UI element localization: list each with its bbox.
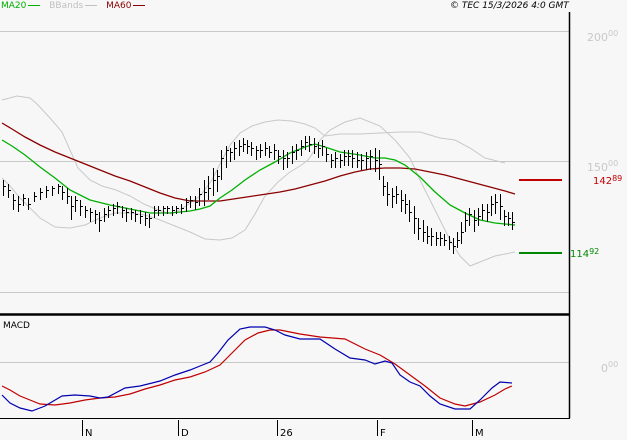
- macd-line: [1, 326, 513, 412]
- ohlc-bars: [3, 136, 515, 254]
- x-label-n: N: [85, 428, 93, 439]
- x-label-26: 26: [280, 428, 293, 439]
- support-value-label: 11492: [570, 247, 600, 260]
- chart-legend: MA20 BBands MA60: [1, 0, 151, 12]
- macd-panel-label: MACD: [3, 321, 30, 331]
- resistance-value-label: 14289: [593, 174, 623, 187]
- legend-label-ma20: MA20: [1, 1, 27, 11]
- ma20-line: [1, 139, 516, 226]
- bbands-lower-line: [1, 117, 516, 267]
- macd-y-label-0: 000: [601, 360, 619, 375]
- legend-item-ma60: MA60: [106, 1, 146, 11]
- y-label-200: 20000: [587, 29, 619, 44]
- ma60-line: [1, 122, 516, 202]
- legend-swatch-ma20: [28, 5, 41, 6]
- x-label-m: M: [475, 428, 484, 439]
- copyright-timestamp: © TEC 15/3/2026 4:0 GMT: [450, 1, 569, 11]
- x-label-d: D: [181, 428, 189, 439]
- legend-item-ma20: MA20: [1, 1, 43, 11]
- legend-label-ma60: MA60: [106, 1, 132, 11]
- legend-swatch-bbands: [85, 5, 98, 6]
- legend-item-bbands: BBands: [49, 1, 100, 11]
- legend-label-bbands: BBands: [49, 1, 84, 11]
- legend-swatch-ma60: [133, 5, 146, 6]
- x-label-f: F: [380, 428, 386, 439]
- y-label-150: 15000: [587, 159, 619, 174]
- macd-signal-line: [1, 329, 513, 407]
